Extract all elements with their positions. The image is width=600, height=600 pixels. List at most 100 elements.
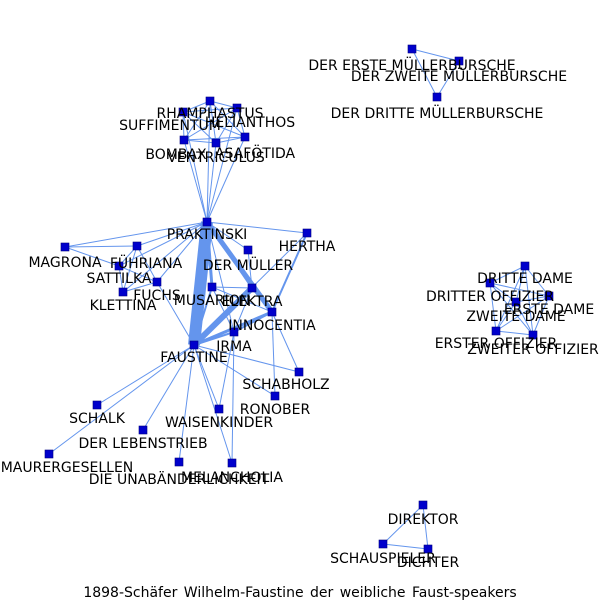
- node-fuhriana[interactable]: [132, 241, 142, 251]
- node-fuchs[interactable]: [152, 277, 162, 287]
- edge-praktinski-fuhriana: [136, 221, 208, 247]
- edge-direktor-dichter: [422, 504, 429, 550]
- node-irma[interactable]: [229, 327, 239, 337]
- edge-zweite-dame-zweiter-offizier: [515, 301, 534, 336]
- edge-sattilka-klettina: [118, 265, 124, 293]
- node-ventriculus[interactable]: [211, 138, 221, 148]
- node-zweite-dame[interactable]: [511, 297, 521, 307]
- node-faustine[interactable]: [189, 340, 199, 350]
- edge-praktinski-bombax: [183, 139, 208, 223]
- node-bombax[interactable]: [179, 135, 189, 145]
- node-label-innocentia: INNOCENTIA: [228, 318, 316, 334]
- node-label-ronober: RONOBER: [240, 402, 311, 418]
- edge-dritter-offizier-erster-offizier: [489, 282, 497, 332]
- node-schalk[interactable]: [92, 400, 102, 410]
- node-direktor[interactable]: [418, 500, 428, 510]
- edge-faustine-die-unabanderlichkeit: [178, 344, 195, 463]
- node-erster-offizier[interactable]: [491, 326, 501, 336]
- node-magrona[interactable]: [60, 242, 70, 252]
- edge-innocentia-schabholz: [271, 311, 300, 373]
- node-rhamphastus[interactable]: [205, 96, 215, 106]
- node-dichter[interactable]: [423, 544, 433, 554]
- node-label-melancholia: MELANCHOLIA: [181, 470, 283, 486]
- node-waisenkinder[interactable]: [214, 404, 224, 414]
- edge-der-erste-mullerbursche-der-dritte-mullerbursche: [411, 48, 438, 98]
- edge-musarion-irma: [211, 286, 235, 333]
- node-der-muller[interactable]: [243, 245, 253, 255]
- edge-bombax-ventriculus: [183, 139, 217, 144]
- edge-faustine-waisenkinder: [193, 344, 220, 410]
- edge-elektra-irma: [233, 287, 253, 333]
- node-helianthos[interactable]: [232, 103, 242, 113]
- node-label-direktor: DIREKTOR: [388, 512, 459, 528]
- edge-helianthos-bombax: [183, 107, 238, 141]
- edge-suffimentum-bombax: [182, 111, 185, 141]
- node-label-ventriculus: VENTRICULUS: [167, 150, 265, 166]
- edge-praktinski-faustine: [188, 221, 213, 346]
- node-musarion[interactable]: [207, 282, 217, 292]
- node-maurergesellen[interactable]: [44, 449, 54, 459]
- node-label-zweite-dame: ZWEITE DAME: [466, 309, 565, 325]
- edge-asafotida-ventriculus: [215, 136, 246, 144]
- node-praktinski[interactable]: [202, 217, 212, 227]
- graph-caption: 1898-Schäfer Wilhelm-Faustine der weibli…: [83, 585, 516, 600]
- edge-dritte-dame-erste-dame: [524, 265, 550, 297]
- node-label-rhamphastus: RHAMPHASTUS: [156, 106, 263, 122]
- node-melancholia[interactable]: [227, 458, 237, 468]
- node-label-der-lebenstrieb: DER LEBENSTRIEB: [78, 436, 207, 452]
- node-label-klettina: KLETTINA: [90, 298, 157, 314]
- node-label-bombax: BOMBAX: [145, 147, 207, 163]
- edge-bombax-asafotida: [183, 136, 246, 141]
- node-zweiter-offizier[interactable]: [528, 330, 538, 340]
- node-suffimentum[interactable]: [178, 107, 188, 117]
- node-label-der-zweite-mullerbursche: DER ZWEITE MÜLLERBURSCHE: [351, 67, 567, 85]
- node-label-waisenkinder: WAISENKINDER: [165, 415, 273, 431]
- node-label-der-muller: DER MÜLLER: [203, 256, 294, 274]
- edge-dritte-dame-zweiter-offizier: [524, 265, 534, 336]
- edge-suffimentum-helianthos: [182, 107, 238, 113]
- edge-dritte-dame-dritter-offizier: [489, 265, 526, 284]
- edge-faustine-schalk: [96, 344, 195, 406]
- node-schabholz[interactable]: [294, 367, 304, 377]
- node-die-unabanderlichkeit[interactable]: [174, 457, 184, 467]
- node-label-der-erste-mullerbursche: DER ERSTE MÜLLERBURSCHE: [308, 56, 515, 74]
- node-sattilka[interactable]: [114, 261, 124, 271]
- node-der-dritte-mullerbursche[interactable]: [432, 92, 442, 102]
- node-dritte-dame[interactable]: [520, 261, 530, 271]
- edge-schauspieler-dichter: [382, 543, 429, 550]
- node-erste-dame[interactable]: [544, 291, 554, 301]
- node-label-der-dritte-mullerbursche: DER DRITTE MÜLLERBURSCHE: [331, 104, 544, 122]
- node-der-erste-mullerbursche[interactable]: [407, 44, 417, 54]
- edge-sattilka-fuchs: [118, 265, 158, 283]
- node-label-faustine: FAUSTINE: [160, 350, 227, 366]
- edge-praktinski-helianthos: [206, 107, 238, 223]
- edge-der-zweite-mullerbursche-der-dritte-mullerbursche: [436, 60, 460, 98]
- edge-musarion-elektra: [211, 286, 253, 289]
- node-asafotida[interactable]: [240, 132, 250, 142]
- node-dritter-offizier[interactable]: [485, 278, 495, 288]
- node-schauspieler[interactable]: [378, 539, 388, 549]
- node-label-magrona: MAGRONA: [28, 255, 101, 271]
- node-elektra[interactable]: [247, 283, 257, 293]
- node-der-zweite-mullerbursche[interactable]: [454, 56, 464, 66]
- node-innocentia[interactable]: [267, 307, 277, 317]
- node-hertha[interactable]: [302, 228, 312, 238]
- node-label-erster-offizier: ERSTER OFFIZIER: [435, 336, 558, 352]
- node-label-dritte-dame: DRITTE DAME: [477, 271, 573, 287]
- edge-helianthos-asafotida: [236, 107, 246, 138]
- edge-erste-dame-zweite-dame: [515, 295, 550, 303]
- node-label-helianthos: HELIANTHOS: [205, 115, 295, 131]
- edge-rhamphastus-suffimentum: [182, 100, 211, 113]
- node-klettina[interactable]: [118, 287, 128, 297]
- edge-musarion-innocentia: [211, 286, 273, 313]
- node-label-asafotida: ASAFÖTIDA: [215, 144, 296, 162]
- edge-rhamphastus-asafotida: [209, 100, 246, 138]
- node-der-lebenstrieb[interactable]: [138, 425, 148, 435]
- node-label-suffimentum: SUFFIMENTUM: [119, 118, 221, 134]
- node-ronober[interactable]: [270, 391, 280, 401]
- edge-irma-waisenkinder: [218, 331, 235, 410]
- edge-suffimentum-asafotida: [182, 111, 246, 138]
- edge-faustine-maurergesellen: [48, 344, 195, 455]
